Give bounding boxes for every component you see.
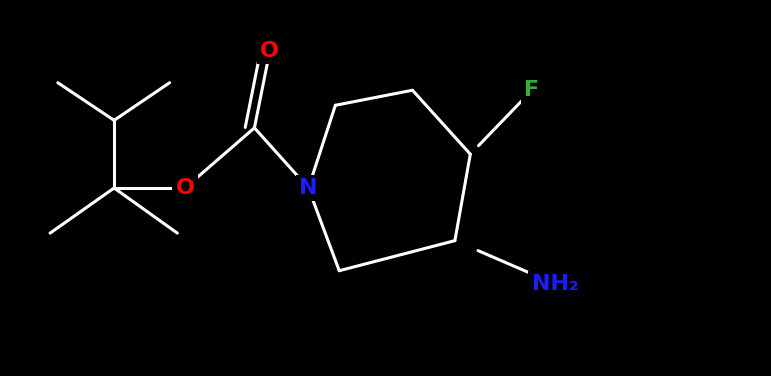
Text: N: N — [299, 178, 318, 198]
Text: O: O — [176, 178, 194, 198]
Text: O: O — [261, 41, 279, 61]
Text: NH₂: NH₂ — [532, 274, 578, 294]
Text: F: F — [524, 80, 540, 100]
